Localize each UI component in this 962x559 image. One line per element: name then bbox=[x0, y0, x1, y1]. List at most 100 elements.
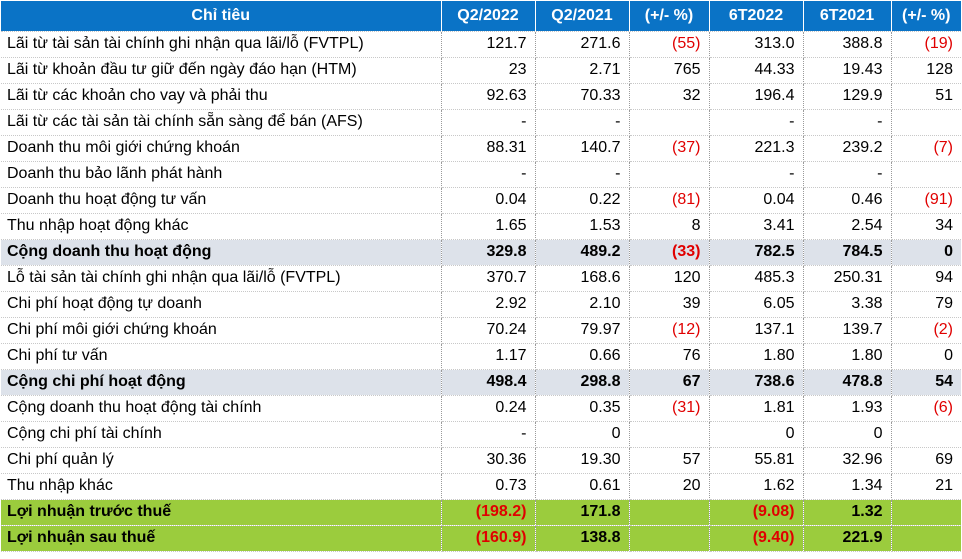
value-cell: 489.2 bbox=[535, 239, 630, 266]
value-cell bbox=[891, 499, 961, 526]
table-row: Lãi từ các tài sản tài chính sẵn sàng để… bbox=[1, 109, 961, 136]
header-6t2021: 6T2021 bbox=[803, 1, 892, 32]
row-label: Chi phí quản lý bbox=[1, 447, 442, 474]
row-label: Lãi từ khoản đầu tư giữ đến ngày đáo hạn… bbox=[1, 57, 442, 84]
value-cell: 32.96 bbox=[803, 447, 892, 474]
row-label: Chi phí môi giới chứng khoán bbox=[1, 317, 442, 344]
table-row: Doanh thu hoạt động tư vấn 0.04 0.22 (81) 0.… bbox=[1, 187, 961, 214]
value-cell: 19.30 bbox=[535, 447, 630, 474]
value-cell: 32 bbox=[629, 83, 710, 110]
value-cell: 765 bbox=[629, 57, 710, 84]
value-cell: 498.4 bbox=[441, 369, 536, 396]
value-cell: 2.54 bbox=[803, 213, 892, 240]
value-cell: 3.38 bbox=[803, 291, 892, 318]
value-cell bbox=[629, 109, 710, 136]
value-cell: - bbox=[535, 109, 630, 136]
value-cell: 485.3 bbox=[709, 265, 804, 292]
table-row: Thu nhập hoạt động khác 1.65 1.53 8 3.41 2.54… bbox=[1, 213, 961, 240]
value-cell: 1.80 bbox=[709, 343, 804, 370]
value-cell: (33) bbox=[629, 239, 710, 266]
value-cell: (7) bbox=[891, 135, 961, 162]
table-row: Chi phí tư vấn 1.17 0.66 76 1.80 1.80 0 bbox=[1, 343, 961, 370]
value-cell: 1.93 bbox=[803, 395, 892, 422]
value-cell: 271.6 bbox=[535, 31, 630, 58]
value-cell: 250.31 bbox=[803, 265, 892, 292]
value-cell: 0.73 bbox=[441, 473, 536, 500]
value-cell: 0 bbox=[891, 239, 961, 266]
table-row: Lỗ tài sản tài chính ghi nhận qua lãi/lỗ… bbox=[1, 265, 961, 292]
value-cell: (9.40) bbox=[709, 525, 804, 552]
value-cell: 128 bbox=[891, 57, 961, 84]
value-cell: 2.71 bbox=[535, 57, 630, 84]
value-cell: 30.36 bbox=[441, 447, 536, 474]
value-cell: 2.92 bbox=[441, 291, 536, 318]
value-cell: 6.05 bbox=[709, 291, 804, 318]
value-cell: 1.65 bbox=[441, 213, 536, 240]
value-cell: 70.33 bbox=[535, 83, 630, 110]
header-row: Chỉ tiêu Q2/2022 Q2/2021 (+/- %) 6T2022 6T202… bbox=[1, 1, 961, 32]
value-cell: 0.24 bbox=[441, 395, 536, 422]
value-cell: 55.81 bbox=[709, 447, 804, 474]
value-cell: 298.8 bbox=[535, 369, 630, 396]
value-cell bbox=[891, 161, 961, 188]
value-cell: - bbox=[803, 161, 892, 188]
value-cell: 19.43 bbox=[803, 57, 892, 84]
value-cell: (198.2) bbox=[441, 499, 536, 526]
value-cell: 88.31 bbox=[441, 135, 536, 162]
value-cell bbox=[629, 525, 710, 552]
value-cell: 1.32 bbox=[803, 499, 892, 526]
value-cell: 67 bbox=[629, 369, 710, 396]
value-cell: - bbox=[535, 161, 630, 188]
value-cell: 329.8 bbox=[441, 239, 536, 266]
value-cell: 54 bbox=[891, 369, 961, 396]
header-change-6t: (+/- %) bbox=[891, 1, 961, 32]
value-cell: (6) bbox=[891, 395, 961, 422]
header-change-q2: (+/- %) bbox=[629, 1, 710, 32]
header-chi-tieu: Chỉ tiêu bbox=[1, 1, 442, 32]
value-cell: (19) bbox=[891, 31, 961, 58]
value-cell: 140.7 bbox=[535, 135, 630, 162]
header-q2-2021: Q2/2021 bbox=[535, 1, 630, 32]
value-cell: - bbox=[441, 421, 536, 448]
table-row: Doanh thu môi giới chứng khoán 88.31 140.7… bbox=[1, 135, 961, 162]
value-cell: 39 bbox=[629, 291, 710, 318]
value-cell: 44.33 bbox=[709, 57, 804, 84]
value-cell bbox=[891, 525, 961, 552]
value-cell: 94 bbox=[891, 265, 961, 292]
value-cell: 0.22 bbox=[535, 187, 630, 214]
value-cell: 313.0 bbox=[709, 31, 804, 58]
value-cell: 57 bbox=[629, 447, 710, 474]
value-cell: 34 bbox=[891, 213, 961, 240]
value-cell: 129.9 bbox=[803, 83, 892, 110]
value-cell: (91) bbox=[891, 187, 961, 214]
value-cell: - bbox=[441, 109, 536, 136]
table-row: Chi phí hoạt động tự doanh 2.92 2.10 39 6.05… bbox=[1, 291, 961, 318]
table-row: Thu nhập khác 0.73 0.61 20 1.62 1.34 21 bbox=[1, 473, 961, 500]
value-cell: 79.97 bbox=[535, 317, 630, 344]
row-label: Doanh thu môi giới chứng khoán bbox=[1, 135, 442, 162]
value-cell: 92.63 bbox=[441, 83, 536, 110]
value-cell: 782.5 bbox=[709, 239, 804, 266]
row-label: Cộng doanh thu hoạt động tài chính bbox=[1, 395, 442, 422]
row-label: Doanh thu hoạt động tư vấn bbox=[1, 187, 442, 214]
value-cell: - bbox=[709, 109, 804, 136]
table-row: Doanh thu bảo lãnh phát hành - - - - bbox=[1, 161, 961, 188]
value-cell: 138.8 bbox=[535, 525, 630, 552]
value-cell: 239.2 bbox=[803, 135, 892, 162]
value-cell bbox=[891, 421, 961, 448]
value-cell: 738.6 bbox=[709, 369, 804, 396]
value-cell: 1.17 bbox=[441, 343, 536, 370]
value-cell: 221.9 bbox=[803, 525, 892, 552]
value-cell: 0.04 bbox=[709, 187, 804, 214]
row-label: Cộng chi phí hoạt động bbox=[1, 369, 442, 396]
value-cell: 21 bbox=[891, 473, 961, 500]
row-label: Lãi từ các tài sản tài chính sẵn sàng để… bbox=[1, 109, 442, 136]
value-cell: 478.8 bbox=[803, 369, 892, 396]
value-cell: 171.8 bbox=[535, 499, 630, 526]
value-cell: 70.24 bbox=[441, 317, 536, 344]
value-cell: 196.4 bbox=[709, 83, 804, 110]
value-cell: 1.62 bbox=[709, 473, 804, 500]
value-cell: 1.81 bbox=[709, 395, 804, 422]
header-6t2022: 6T2022 bbox=[709, 1, 804, 32]
